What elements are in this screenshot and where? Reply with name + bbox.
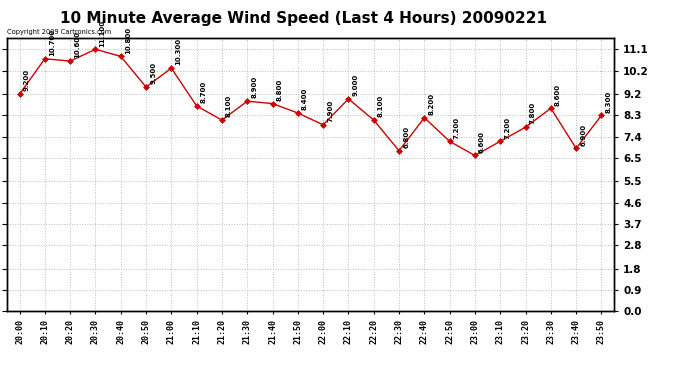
Text: 6.600: 6.600	[479, 131, 485, 153]
Text: 10.800: 10.800	[125, 27, 131, 54]
Text: 11.100: 11.100	[99, 20, 106, 46]
Text: 8.100: 8.100	[226, 95, 232, 117]
Text: 8.400: 8.400	[302, 88, 308, 110]
Text: Copyright 2009 Cartronics.com: Copyright 2009 Cartronics.com	[7, 29, 111, 35]
Text: 8.300: 8.300	[606, 90, 611, 112]
Text: 6.800: 6.800	[403, 126, 409, 148]
Text: 7.200: 7.200	[504, 116, 511, 138]
Text: 8.700: 8.700	[201, 81, 207, 103]
Text: 7.200: 7.200	[454, 116, 460, 138]
Text: 9.200: 9.200	[23, 69, 30, 92]
Text: 8.600: 8.600	[555, 83, 561, 105]
Text: 10 Minute Average Wind Speed (Last 4 Hours) 20090221: 10 Minute Average Wind Speed (Last 4 Hou…	[60, 11, 547, 26]
Text: 10.700: 10.700	[49, 29, 55, 56]
Text: 8.900: 8.900	[251, 76, 257, 99]
Text: 8.800: 8.800	[277, 78, 283, 101]
Text: 9.000: 9.000	[353, 74, 359, 96]
Text: 10.300: 10.300	[175, 38, 181, 65]
Text: 7.900: 7.900	[327, 100, 333, 122]
Text: 10.600: 10.600	[75, 32, 80, 58]
Text: 7.800: 7.800	[530, 102, 535, 125]
Text: 8.200: 8.200	[428, 93, 435, 115]
Text: 9.500: 9.500	[150, 62, 156, 84]
Text: 8.100: 8.100	[378, 95, 384, 117]
Text: 6.900: 6.900	[580, 123, 586, 146]
